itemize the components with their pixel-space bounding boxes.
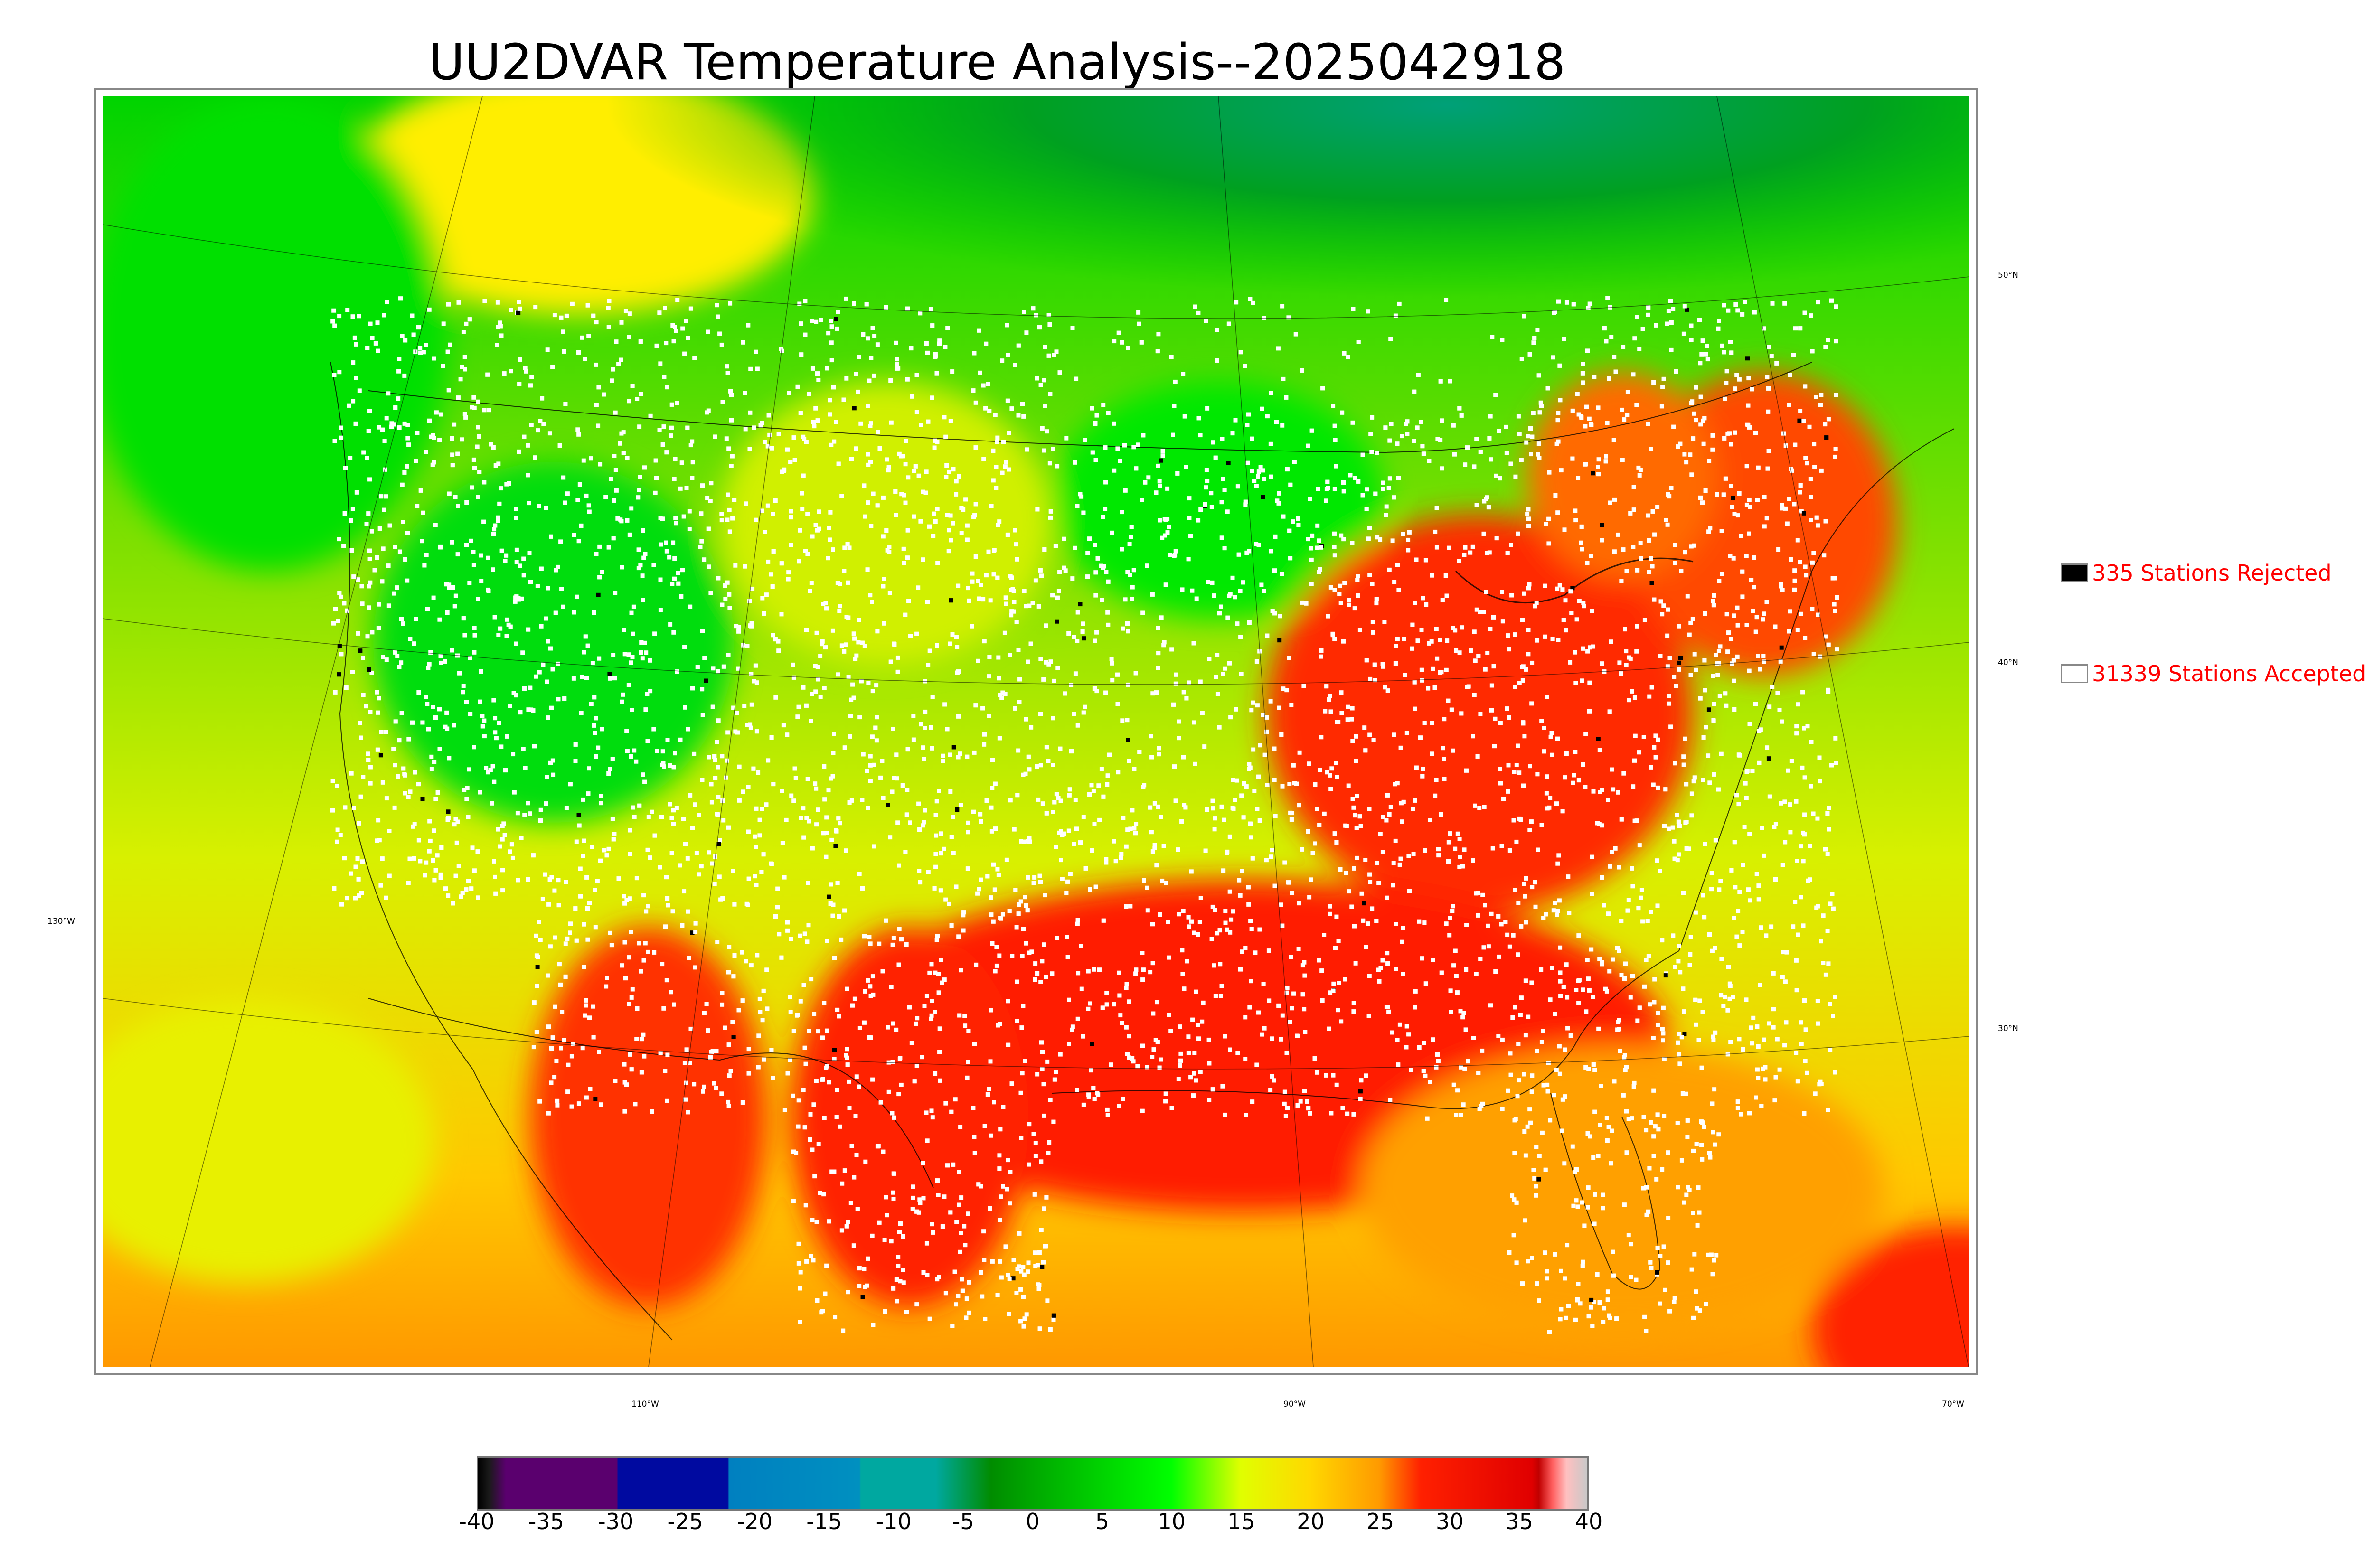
- colorbar-tick: 30: [1435, 1509, 1464, 1534]
- colorbar-tick: -15: [806, 1509, 842, 1534]
- lat-label-50: 50°N: [1998, 271, 2018, 280]
- colorbar-tick: 35: [1505, 1509, 1533, 1534]
- colorbar-tick: 0: [1026, 1509, 1040, 1534]
- colorbar-tick: -35: [528, 1509, 564, 1534]
- map-canvas: [103, 96, 1969, 1367]
- colorbar-tick: 15: [1227, 1509, 1255, 1534]
- colorbar-tick: -30: [598, 1509, 634, 1534]
- lon-label-70: 70°W: [1942, 1399, 1964, 1409]
- accepted-label: 31339 Stations Accepted: [2092, 661, 2366, 686]
- chart-title: UU2DVAR Temperature Analysis--2025042918: [428, 33, 1566, 91]
- accepted-swatch: [2061, 664, 2088, 683]
- colorbar-tick: -20: [736, 1509, 773, 1534]
- temperature-colorbar: [477, 1456, 1589, 1511]
- colorbar-tick: -5: [952, 1509, 974, 1534]
- legend-accepted: 31339 Stations Accepted: [2061, 661, 2366, 686]
- lon-label-90: 90°W: [1283, 1399, 1306, 1409]
- colorbar-tick: 5: [1095, 1509, 1110, 1534]
- lon-label-110: 110°W: [631, 1399, 659, 1409]
- legend-rejected: 335 Stations Rejected: [2061, 560, 2332, 586]
- lat-label-30: 30°N: [1998, 1024, 2018, 1033]
- temperature-map: [94, 88, 1978, 1375]
- colorbar-tick: -10: [876, 1509, 912, 1534]
- rejected-label: 335 Stations Rejected: [2092, 560, 2332, 586]
- colorbar-tick: 10: [1158, 1509, 1186, 1534]
- colorbar-tick: 40: [1574, 1509, 1603, 1534]
- colorbar-tick: 20: [1297, 1509, 1325, 1534]
- rejected-swatch: [2061, 563, 2088, 582]
- lat-label-40: 40°N: [1998, 658, 2018, 667]
- lon-label-130: 130°W: [47, 917, 75, 926]
- colorbar-tick: -25: [667, 1509, 703, 1534]
- station-markers: [330, 296, 1839, 1334]
- colorbar-tick: -40: [459, 1509, 495, 1534]
- colorbar-tick: 25: [1366, 1509, 1394, 1534]
